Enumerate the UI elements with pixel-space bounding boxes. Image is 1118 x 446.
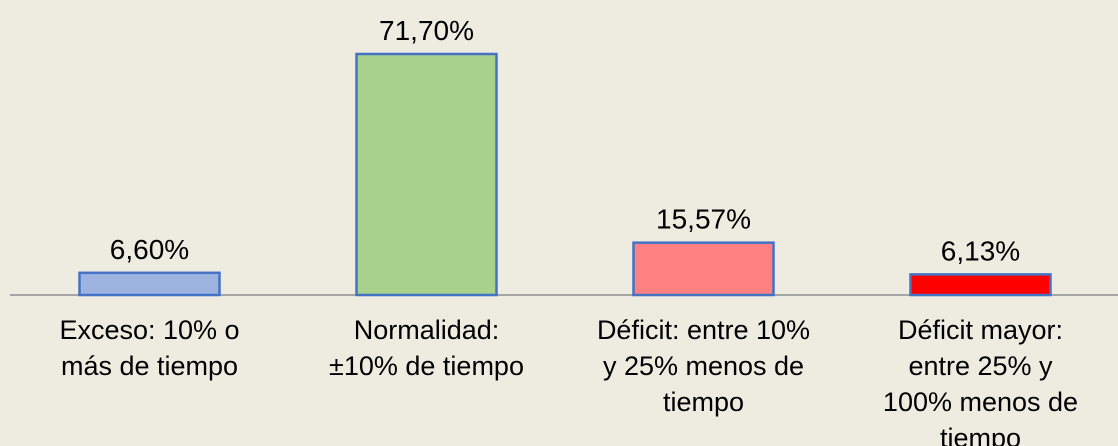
value-label: 6,13% [941, 235, 1020, 266]
x-tick-label: Exceso: 10% o más de tiempo [59, 315, 240, 381]
value-label: 6,60% [110, 234, 189, 265]
bar [78, 271, 221, 297]
x-tick-label: Déficit mayor: entre 25% y 100% menos de… [882, 315, 1079, 446]
x-tick-label: Normalidad: ±10% de tiempo [329, 315, 524, 381]
value-label: 71,70% [379, 15, 474, 46]
value-label: 15,57% [656, 204, 751, 235]
x-tick-label: Déficit: entre 10% y 25% menos de tiempo [596, 315, 811, 417]
bar [909, 273, 1052, 297]
bar [355, 52, 498, 297]
bar [632, 241, 775, 297]
